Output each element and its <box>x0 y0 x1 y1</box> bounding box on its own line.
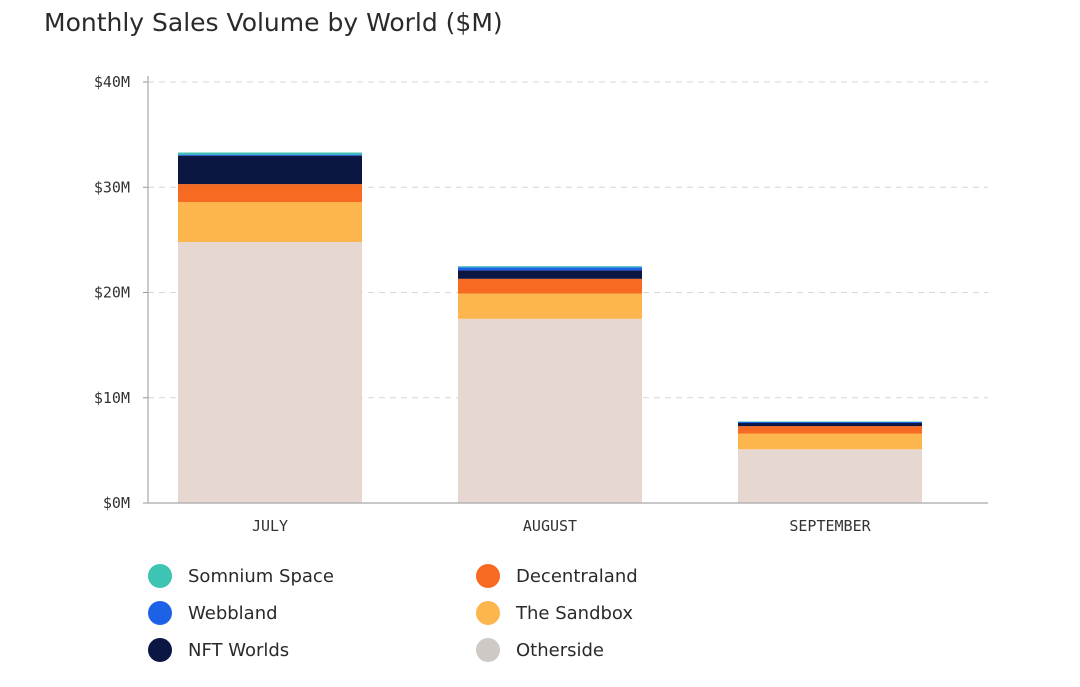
bar-segment-nft-worlds-july <box>178 155 362 185</box>
legend-label: The Sandbox <box>516 602 634 624</box>
chart-title: Monthly Sales Volume by World ($M) <box>44 8 503 37</box>
legend-swatch <box>476 564 500 588</box>
legend-item-webbland: Webbland <box>148 601 278 625</box>
bar-segment-somnium-space-august <box>458 266 642 268</box>
legend-label: Decentraland <box>516 565 638 587</box>
axes: $0M $10M $20M $30M $40M JULY AUGUST SEPTEMBER <box>94 73 988 535</box>
legend-item-nft-worlds: NFT Worlds <box>148 638 289 662</box>
bar-segment-nft-worlds-august <box>458 270 642 279</box>
y-tick-label: $10M <box>94 389 130 407</box>
bar-segment-decentraland-august <box>458 278 642 294</box>
bar-segment-decentraland-july <box>178 184 362 202</box>
legend-label: Somnium Space <box>188 565 334 587</box>
y-tick-label: $40M <box>94 73 130 91</box>
bar-segment-webbland-september <box>738 421 922 424</box>
legend-swatch <box>148 638 172 662</box>
bar-segment-otherside-july <box>178 241 362 504</box>
bar-segment-the-sandbox-september <box>738 433 922 450</box>
legend-item-otherside: Otherside <box>476 638 604 662</box>
bar-segment-otherside-september <box>738 449 922 503</box>
legend-item-somnium-space: Somnium Space <box>148 564 334 588</box>
legend-swatch <box>148 564 172 588</box>
y-tick-label: $30M <box>94 178 130 196</box>
bar-segment-the-sandbox-august <box>458 293 642 319</box>
x-tick-label: AUGUST <box>523 517 577 535</box>
bar-segment-otherside-august <box>458 318 642 503</box>
stacked-bar-chart: $0M $10M $20M $30M $40M JULY AUGUST SEPTEMBER <box>94 73 988 535</box>
y-tick-label: $20M <box>94 284 130 302</box>
bar-segment-somnium-space-july <box>178 152 362 155</box>
x-tick-label: JULY <box>252 517 288 535</box>
legend-swatch <box>476 601 500 625</box>
x-tick-label: SEPTEMBER <box>789 517 871 535</box>
bar-segment-nft-worlds-september <box>738 423 922 427</box>
legend-label: Otherside <box>516 639 604 661</box>
y-tick-label: $0M <box>103 494 130 512</box>
legend-item-decentraland: Decentraland <box>476 564 638 588</box>
legend-label: NFT Worlds <box>188 639 290 661</box>
bars <box>178 152 922 504</box>
bar-segment-somnium-space-september <box>738 421 922 422</box>
bar-segment-decentraland-september <box>738 426 922 434</box>
legend-label: Webbland <box>188 602 278 624</box>
legend-swatch <box>148 601 172 625</box>
bar-segment-webbland-july <box>178 154 362 156</box>
legend-item-the-sandbox: The Sandbox <box>476 601 633 625</box>
bar-segment-the-sandbox-july <box>178 201 362 242</box>
legend-swatch <box>476 638 500 662</box>
bar-segment-webbland-august <box>458 267 642 271</box>
